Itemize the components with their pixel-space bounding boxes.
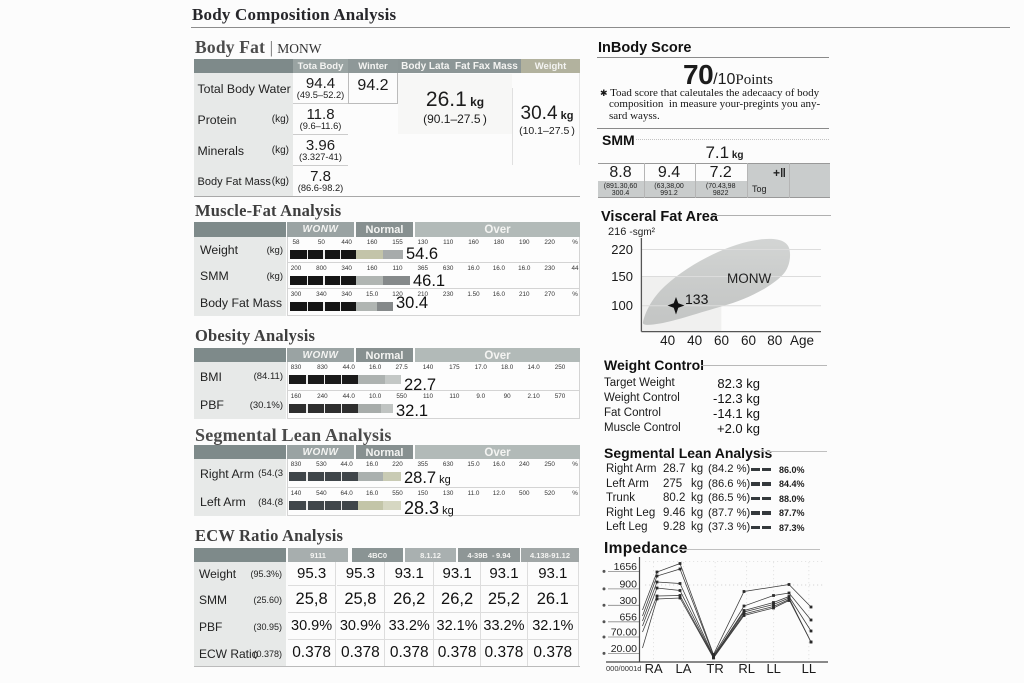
svg-text:300: 300 <box>619 595 637 607</box>
svg-text:656: 656 <box>619 611 637 623</box>
svg-text:LL: LL <box>802 661 816 676</box>
svg-text:60: 60 <box>741 333 756 348</box>
svg-text:RA: RA <box>645 661 663 676</box>
svg-text:000/0001d: 000/0001d <box>606 664 641 673</box>
svg-text:80: 80 <box>767 333 782 348</box>
svg-text:150: 150 <box>611 269 633 284</box>
svg-text:20.00: 20.00 <box>611 643 637 655</box>
svg-text:220: 220 <box>611 242 633 257</box>
svg-text:1656: 1656 <box>614 561 638 573</box>
svg-text:LL: LL <box>766 661 780 676</box>
svg-text:40: 40 <box>660 333 675 348</box>
svg-text:LA: LA <box>676 661 692 676</box>
svg-text:Age: Age <box>790 333 814 348</box>
svg-text:216 -sgm²: 216 -sgm² <box>608 226 656 238</box>
svg-text:900: 900 <box>619 578 637 590</box>
svg-text:MONW: MONW <box>727 271 771 286</box>
svg-text:70.00: 70.00 <box>611 627 637 639</box>
svg-text:40: 40 <box>687 333 702 348</box>
svg-text:133: 133 <box>685 291 709 307</box>
svg-text:TR: TR <box>706 661 723 676</box>
svg-text:RL: RL <box>738 661 755 676</box>
svg-text:60: 60 <box>714 333 729 348</box>
svg-text:100: 100 <box>611 298 633 313</box>
